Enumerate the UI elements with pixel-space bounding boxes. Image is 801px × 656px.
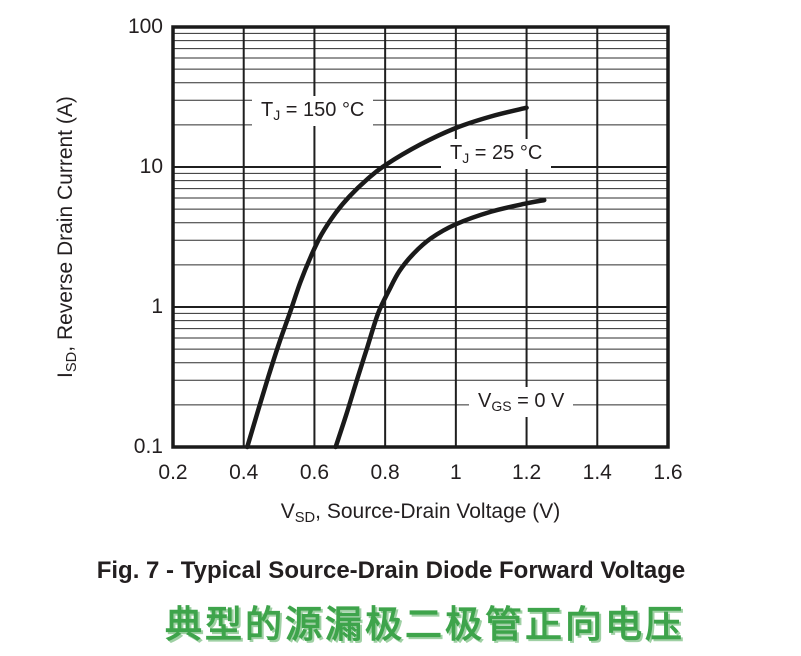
y-axis-title: ISD, Reverse Drain Current (A) xyxy=(53,96,81,378)
curve-label-tj-150c: TJ = 150 °C xyxy=(252,96,374,126)
curve-series-0 xyxy=(245,105,529,450)
figure-caption-english: Fig. 7 - Typical Source-Drain Diode Forw… xyxy=(96,557,686,584)
figure-caption-chinese: 典型的源漏极二极管正向电压 xyxy=(165,604,685,645)
y-tick-label: 1 xyxy=(151,295,163,318)
plot-border xyxy=(171,25,670,449)
x-tick-label: 0.4 xyxy=(229,461,259,484)
x-tick-label: 1.4 xyxy=(582,461,612,484)
x-tick-label: 1.2 xyxy=(511,461,542,484)
curve-label-tj-25c: TJ = 25 °C xyxy=(441,139,552,169)
curve-series-1 xyxy=(333,197,547,450)
x-tick-label: 0.2 xyxy=(158,461,188,484)
y-tick-label: 100 xyxy=(127,15,163,38)
x-tick-label: 0.8 xyxy=(370,461,400,484)
y-tick-label: 10 xyxy=(139,155,163,178)
annotation-vgs-0v: VGS = 0 V xyxy=(469,387,574,417)
y-tick-label: 0.1 xyxy=(133,435,163,458)
x-tick-label: 1 xyxy=(450,461,462,484)
x-tick-label: 0.6 xyxy=(299,461,330,484)
x-axis-title: VSD, Source-Drain Voltage (V) xyxy=(280,500,561,527)
x-tick-label: 1.6 xyxy=(653,461,683,484)
